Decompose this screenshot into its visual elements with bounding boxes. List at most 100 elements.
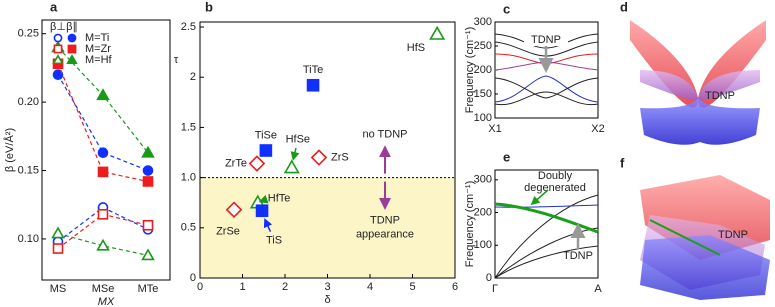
legend-marker <box>52 54 64 65</box>
legend-marker <box>67 33 77 43</box>
marker <box>97 166 109 178</box>
marker <box>97 147 109 159</box>
region-shade <box>200 177 455 278</box>
annotation: TDNP <box>563 250 593 262</box>
point-label: TiS <box>266 235 282 247</box>
x-tick-label: MSe <box>92 283 115 295</box>
annotation: appearance <box>356 229 414 241</box>
marker <box>96 238 110 251</box>
surface <box>630 20 766 108</box>
annotation-arrow <box>530 189 549 206</box>
band-curve <box>494 204 599 208</box>
y-tick-label: 100 <box>474 112 492 124</box>
surface-f <box>640 175 770 300</box>
marker <box>248 155 266 172</box>
x-tick-label: MS <box>50 283 67 295</box>
point-label: HfS <box>407 42 425 54</box>
legend-label: M=Ti <box>85 32 109 44</box>
y-tick-label: 1.5 <box>181 121 196 133</box>
legend-marker <box>53 44 63 54</box>
point-label: HfSe <box>286 133 310 145</box>
marker <box>310 149 328 166</box>
annotation: TDNP <box>705 90 735 102</box>
marker <box>142 219 154 231</box>
marker <box>96 88 110 101</box>
y-axis-label: β (eV/Å²) <box>3 128 16 172</box>
y-axis-label: Frequency (cm⁻¹) <box>464 27 476 114</box>
y-tick-label: 0 <box>190 272 196 284</box>
marker <box>225 201 243 219</box>
x-tick-label: 3 <box>324 281 330 293</box>
legend-label: M=Hf <box>85 54 113 66</box>
y-tick-label: 100 <box>474 239 492 251</box>
y-axis-label: τ <box>174 54 179 66</box>
y-tick-label: 300 <box>474 16 492 28</box>
y-tick-label: 1.0 <box>181 172 196 184</box>
marker <box>142 176 154 187</box>
marker <box>259 144 273 157</box>
band-curve <box>494 202 599 234</box>
y-tick-label: 2 <box>190 71 196 83</box>
point-label: HfTe <box>268 193 291 205</box>
legend-marker <box>67 44 77 54</box>
x-tick-label: 2 <box>282 281 288 293</box>
x-tick-label: 6 <box>452 281 458 293</box>
surface <box>640 235 770 300</box>
marker <box>52 69 64 81</box>
panel-letter: d <box>620 0 628 14</box>
annotation: TDNP <box>718 229 748 241</box>
plot-frame <box>41 19 171 281</box>
band-curves <box>494 194 599 279</box>
y-tick-label: 300 <box>474 174 492 186</box>
surface <box>640 98 760 145</box>
point-label: TiSe <box>255 129 277 141</box>
point-label: ZrTe <box>225 157 247 169</box>
annotation-bg <box>524 34 568 46</box>
legend-label: M=Zr <box>85 43 111 55</box>
y-tick-label: 150 <box>474 88 492 100</box>
label-arrow <box>263 218 273 233</box>
marker <box>283 159 300 174</box>
y-tick-label: 200 <box>474 64 492 76</box>
y-tick-label: 200 <box>474 206 492 218</box>
x-axis-label: δ <box>324 294 330 306</box>
y-tick-label: 0.10 <box>18 233 39 245</box>
panel-letter: f <box>620 155 625 170</box>
y-tick-label: 0.5 <box>181 222 196 234</box>
x-tick-label: 5 <box>409 281 415 293</box>
series-line <box>57 63 149 183</box>
annotation: TDNP <box>531 34 561 46</box>
x-tick-label: X1 <box>488 123 501 135</box>
band-curve <box>494 75 599 103</box>
legend-marker <box>66 54 78 65</box>
label-arrow <box>258 194 269 204</box>
annotation: Doubly <box>538 170 573 182</box>
marker <box>429 25 446 40</box>
x-axis-label: MX <box>98 296 115 307</box>
label-arrow <box>290 147 300 161</box>
band-curve <box>494 77 599 99</box>
legend-header: β⊥ <box>50 21 66 33</box>
plot-frame <box>494 169 599 279</box>
marker <box>52 243 64 254</box>
x-tick-label: 0 <box>197 281 203 293</box>
series-line <box>57 74 149 172</box>
x-tick-label: MTe <box>138 283 159 295</box>
y-tick-label: 0.25 <box>18 28 39 40</box>
x-tick-label: 4 <box>367 281 373 293</box>
band-curve <box>494 91 599 106</box>
series-line <box>57 232 149 256</box>
surface-edge <box>649 219 721 256</box>
panel-letter: e <box>503 149 510 164</box>
y-tick-label: 0 <box>486 272 492 284</box>
surface-d <box>630 20 766 145</box>
panel-letter: c <box>503 1 510 16</box>
panel-letter: a <box>50 0 58 14</box>
legend-header: β∥ <box>66 21 78 33</box>
point-label: TiTe <box>303 64 323 76</box>
point-label: ZrSe <box>216 226 240 238</box>
y-tick-label: 0.15 <box>18 164 39 176</box>
surface <box>640 70 760 101</box>
